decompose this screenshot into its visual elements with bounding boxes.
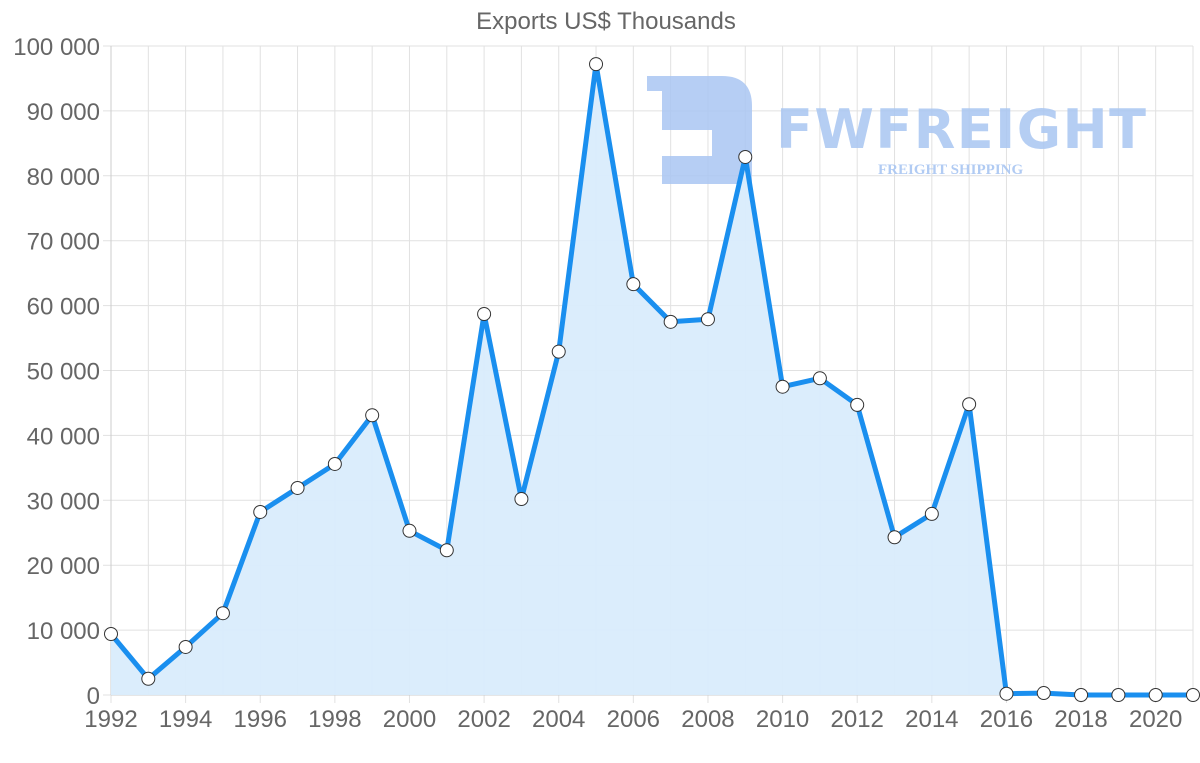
data-point[interactable] bbox=[738, 149, 753, 164]
x-tick-label: 2000 bbox=[383, 706, 436, 733]
data-point[interactable] bbox=[1036, 686, 1051, 701]
data-point[interactable] bbox=[514, 492, 529, 507]
fwfreight-logo-icon bbox=[647, 76, 752, 184]
data-point[interactable] bbox=[253, 504, 268, 519]
data-point[interactable] bbox=[365, 408, 380, 423]
data-points bbox=[104, 57, 1200, 702]
data-point[interactable] bbox=[104, 626, 118, 641]
x-tick-label: 2004 bbox=[532, 706, 585, 733]
y-tick-label: 0 bbox=[87, 683, 100, 710]
area-fill bbox=[111, 64, 1193, 695]
y-tick-label: 40 000 bbox=[27, 423, 100, 450]
data-point[interactable] bbox=[439, 543, 454, 558]
data-point[interactable] bbox=[215, 606, 230, 621]
x-tick-label: 2008 bbox=[681, 706, 734, 733]
data-point[interactable] bbox=[290, 480, 305, 495]
y-tick-label: 50 000 bbox=[27, 359, 100, 386]
fwfreight-watermark: FWFREIGHT FREIGHT SHIPPING bbox=[647, 76, 1146, 184]
y-tick-label: 70 000 bbox=[27, 229, 100, 256]
data-point[interactable] bbox=[700, 312, 715, 327]
x-tick-label: 2018 bbox=[1054, 706, 1107, 733]
data-point[interactable] bbox=[850, 397, 865, 412]
data-point[interactable] bbox=[551, 344, 566, 359]
x-tick-label: 2016 bbox=[980, 706, 1033, 733]
data-point[interactable] bbox=[327, 456, 342, 471]
x-tick-label: 2010 bbox=[756, 706, 809, 733]
chart-title: Exports US$ Thousands bbox=[476, 8, 736, 35]
y-tick-label: 80 000 bbox=[27, 164, 100, 191]
y-axis-ticks: 0 10 000 20 000 30 000 40 000 50 000 60 000 70 … bbox=[13, 34, 100, 710]
data-point[interactable] bbox=[962, 397, 977, 412]
data-point[interactable] bbox=[178, 639, 193, 654]
y-tick-label: 20 000 bbox=[27, 553, 100, 580]
x-tick-label: 1996 bbox=[234, 706, 287, 733]
x-tick-label: 2020 bbox=[1129, 706, 1182, 733]
x-tick-label: 1992 bbox=[84, 706, 137, 733]
x-tick-label: 2002 bbox=[457, 706, 510, 733]
data-point[interactable] bbox=[626, 277, 641, 292]
data-point[interactable] bbox=[663, 314, 678, 329]
x-tick-label: 2006 bbox=[607, 706, 660, 733]
y-tick-label: 10 000 bbox=[27, 618, 100, 645]
data-point[interactable] bbox=[887, 530, 902, 545]
data-point[interactable] bbox=[924, 506, 939, 521]
data-point[interactable] bbox=[1111, 688, 1126, 702]
watermark-brand: FWFREIGHT bbox=[776, 98, 1146, 161]
x-tick-label: 2012 bbox=[831, 706, 884, 733]
watermark-tagline: FREIGHT SHIPPING bbox=[878, 162, 1023, 178]
data-point[interactable] bbox=[141, 671, 156, 686]
data-point[interactable] bbox=[477, 307, 492, 322]
data-point[interactable] bbox=[775, 379, 790, 394]
y-tick-label: 100 000 bbox=[13, 34, 100, 61]
y-tick-label: 60 000 bbox=[27, 294, 100, 321]
data-point[interactable] bbox=[1186, 688, 1200, 702]
x-tick-label: 1994 bbox=[159, 706, 212, 733]
data-point[interactable] bbox=[1074, 688, 1089, 702]
data-point[interactable] bbox=[999, 686, 1014, 701]
x-axis-ticks: 1992 1994 1996 1998 2000 2002 2004 2006 2008 2010… bbox=[84, 706, 1182, 733]
data-point[interactable] bbox=[402, 523, 417, 538]
x-tick-label: 1998 bbox=[308, 706, 361, 733]
x-tick-label: 2014 bbox=[905, 706, 958, 733]
y-tick-label: 30 000 bbox=[27, 488, 100, 515]
data-point[interactable] bbox=[812, 371, 827, 386]
data-point[interactable] bbox=[1148, 688, 1163, 702]
y-tick-label: 90 000 bbox=[27, 99, 100, 126]
data-point[interactable] bbox=[589, 57, 604, 72]
